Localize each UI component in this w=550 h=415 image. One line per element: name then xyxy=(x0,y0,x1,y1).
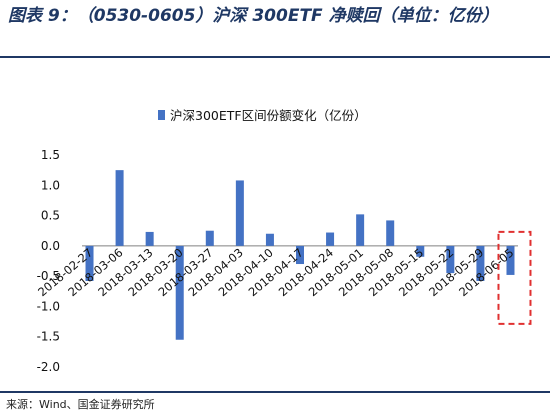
y-tick-label: -0.5 xyxy=(37,269,60,283)
source-divider xyxy=(0,391,550,393)
bar xyxy=(416,245,425,257)
bar xyxy=(265,233,274,246)
y-tick-label: -1.0 xyxy=(37,299,60,313)
source-note: 来源：Wind、国金证券研究所 xyxy=(6,398,155,411)
bar xyxy=(356,214,365,246)
bar xyxy=(205,230,214,246)
chart-title: 图表 9：（0530-0605）沪深 300ETF 净赎回（单位：亿份） xyxy=(8,6,499,26)
highlight-rectangle xyxy=(497,230,532,325)
bar xyxy=(115,170,124,246)
y-tick-label: 1.0 xyxy=(41,178,60,192)
bar xyxy=(476,245,485,281)
y-axis: 1.5 1.0 0.5 0.0 -0.5 -1.0 -1.5 -2.0 xyxy=(37,148,518,374)
bar xyxy=(85,245,94,281)
x-axis: 2018-02-272018-03-062018-03-132018-03-20… xyxy=(35,245,516,299)
bar xyxy=(386,220,395,246)
title-divider xyxy=(0,56,550,58)
legend-label: 沪深300ETF区间份额变化（亿份） xyxy=(170,108,367,123)
legend-swatch xyxy=(158,110,165,120)
bar xyxy=(296,245,304,265)
y-tick-label: 0.0 xyxy=(41,239,60,253)
y-tick-label: 1.5 xyxy=(41,148,60,162)
bar xyxy=(446,245,455,274)
bars xyxy=(85,170,515,340)
bar xyxy=(506,245,515,275)
y-tick-label: -1.5 xyxy=(37,330,60,344)
highlight-box xyxy=(497,230,532,325)
bar xyxy=(326,232,335,246)
y-tick-label: 0.5 xyxy=(41,209,60,223)
bar xyxy=(235,180,244,246)
bar xyxy=(145,231,154,246)
bar-chart: 1.5 1.0 0.5 0.0 -0.5 -1.0 -1.5 -2.0 2018-02-272… xyxy=(35,108,532,374)
y-tick-label: -2.0 xyxy=(37,360,60,374)
bar xyxy=(175,245,184,340)
legend: 沪深300ETF区间份额变化（亿份） xyxy=(158,108,367,123)
